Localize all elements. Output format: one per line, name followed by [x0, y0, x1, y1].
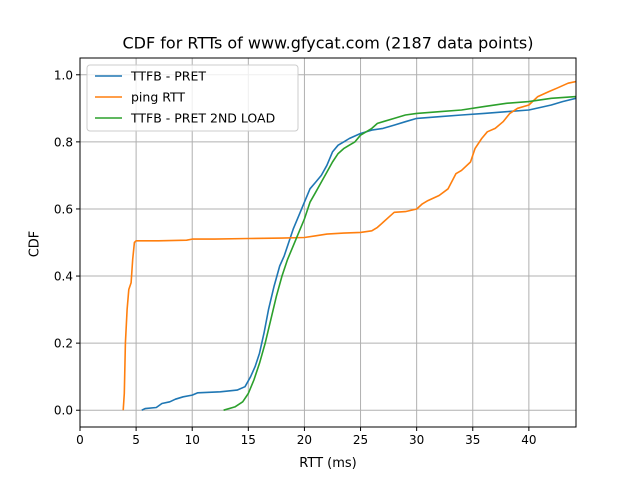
y-axis-label: CDF — [28, 231, 43, 258]
legend-label: TTFB - PRET — [130, 69, 206, 84]
x-tick-label: 5 — [132, 433, 140, 447]
x-tick-label: 35 — [465, 433, 480, 447]
y-tick-label: 0.4 — [54, 270, 73, 284]
axis-ticks: 0 5 10 15 20 25 30 35 40 0.0 0.2 0.4 0.6 0.8 1.0 — [54, 68, 537, 447]
x-tick-label: 30 — [409, 433, 424, 447]
series-line-2 — [122, 80, 576, 411]
legend-label: TTFB - PRET 2ND LOAD — [130, 111, 275, 126]
x-tick-label: 20 — [297, 433, 312, 447]
x-tick-label: 0 — [76, 433, 84, 447]
legend-box — [86, 64, 299, 132]
series-line-3 — [223, 95, 576, 411]
y-tick-label: 0.0 — [54, 404, 73, 418]
y-tick-label: 0.8 — [54, 135, 73, 149]
y-tick-label: 0.6 — [54, 202, 73, 216]
plot-frame — [79, 57, 577, 428]
x-tick-label: 15 — [241, 433, 256, 447]
x-tick-label: 10 — [185, 433, 200, 447]
x-tick-label: 25 — [353, 433, 368, 447]
legend-label: ping RTT — [131, 90, 185, 105]
y-tick-label: 1.0 — [54, 68, 73, 82]
y-tick-label: 0.2 — [54, 337, 73, 351]
series-line-1 — [141, 97, 576, 411]
x-tick-label: 40 — [521, 433, 536, 447]
series-lines — [122, 80, 576, 411]
chart-title: CDF for RTTs of www.gfycat.com (2187 dat… — [123, 34, 534, 53]
legend: TTFB - PRET ping RTT TTFB - PRET 2ND LOAD — [86, 64, 299, 132]
x-axis-label: RTT (ms) — [299, 456, 356, 471]
